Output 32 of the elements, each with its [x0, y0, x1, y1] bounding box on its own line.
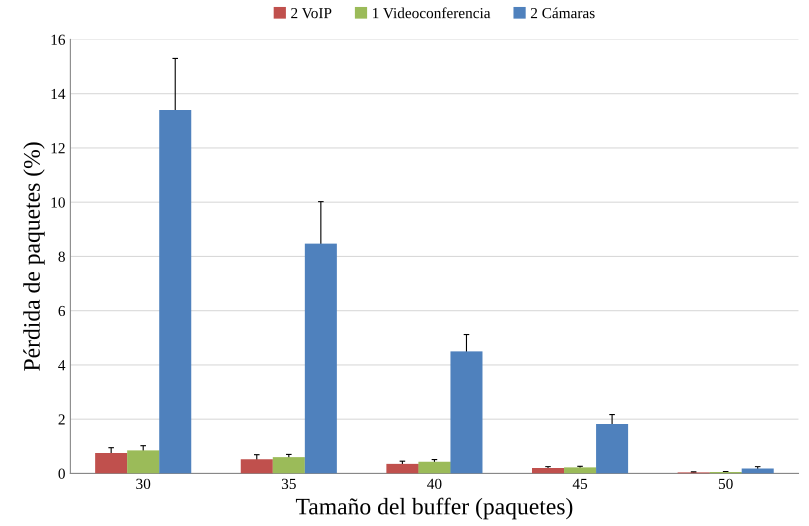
y-tick-label: 0 — [58, 468, 65, 479]
bar — [450, 351, 482, 474]
y-tick-label: 14 — [52, 88, 66, 99]
legend-label: 1 Videoconferencia — [373, 7, 490, 18]
x-tick-label: 50 — [718, 478, 733, 490]
bar — [564, 467, 596, 474]
x-tick-label: 35 — [282, 478, 296, 490]
bar — [742, 468, 774, 474]
y-tick-label: 2 — [58, 414, 65, 424]
x-tick-label: 40 — [427, 478, 442, 490]
bar — [532, 468, 564, 474]
bar — [95, 453, 128, 474]
y-tick-label: 10 — [52, 197, 65, 208]
bar — [127, 450, 160, 474]
bar — [596, 424, 628, 474]
y-tick-label: 6 — [58, 306, 66, 316]
y-tick-label: 8 — [58, 252, 65, 262]
bar — [304, 244, 337, 474]
bar — [418, 462, 450, 474]
y-tick-label: 12 — [52, 143, 65, 154]
legend-label: 2 VoIP — [291, 8, 332, 18]
bar — [386, 464, 418, 474]
bar — [159, 110, 192, 474]
y-axis-title: Pérdida de paquetes (%) — [23, 142, 45, 371]
x-tick-label: 45 — [572, 478, 588, 490]
x-axis-title: Tamaño del buffer (paquetes) — [296, 498, 572, 520]
x-tick-label: 30 — [136, 478, 150, 490]
bar — [272, 457, 305, 474]
y-tick-label: 16 — [52, 34, 66, 45]
y-tick-label: 4 — [58, 360, 66, 370]
legend-label: 2 Cámaras — [530, 7, 595, 18]
bar — [240, 459, 273, 474]
